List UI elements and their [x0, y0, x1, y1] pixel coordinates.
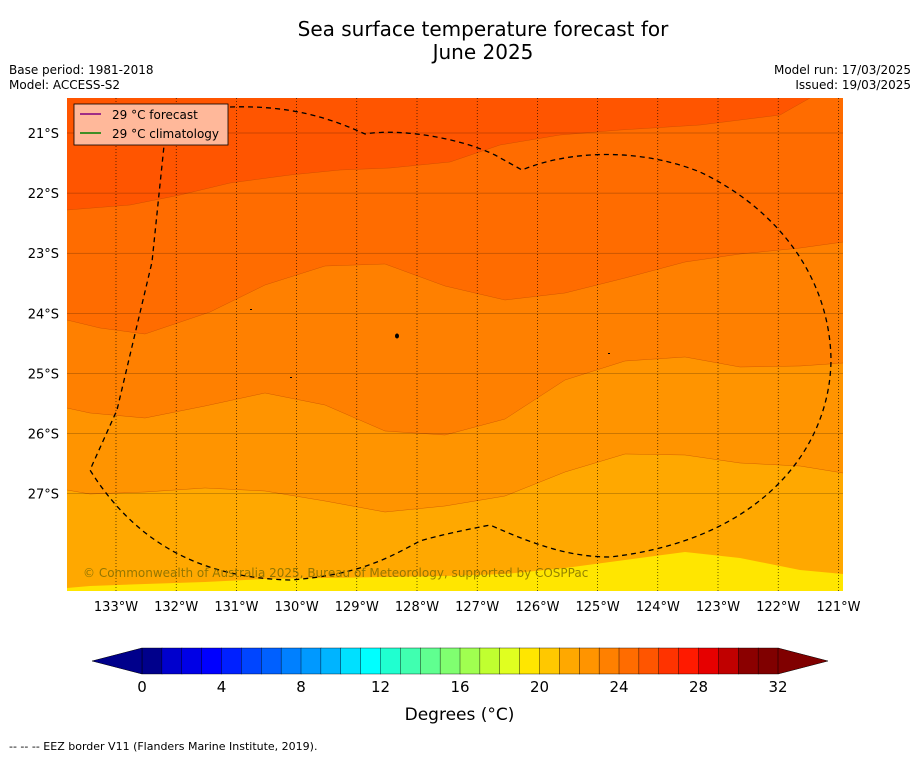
- longitude-label: 127°W: [455, 600, 499, 615]
- island-marker: [290, 377, 292, 378]
- colorbar-tick-label: 8: [296, 678, 306, 696]
- colorbar-cell: [280, 647, 302, 675]
- colorbar-cell: [618, 647, 640, 675]
- latitude-label: 23°S: [28, 247, 59, 262]
- colorbar-cells: [141, 647, 779, 675]
- legend-forecast-label: 29 °C forecast: [112, 108, 198, 122]
- colorbar-min-arrow: [91, 647, 143, 675]
- colorbar-cell: [221, 647, 242, 675]
- footnote: -- -- -- EEZ border V11 (Flanders Marine…: [9, 740, 318, 753]
- colorbar-tick-labels: 0 4 8 12 16 20 24 28 32: [137, 678, 787, 696]
- title-line-2: June 2025: [432, 40, 534, 64]
- colorbar-cell: [420, 647, 441, 675]
- longitude-label: 133°W: [94, 600, 138, 615]
- colorbar-cell: [598, 647, 620, 675]
- colorbar-cell: [181, 647, 203, 675]
- colorbar-cell: [499, 647, 521, 675]
- colorbar-cell: [400, 647, 421, 675]
- legend: 29 °C forecast 29 °C climatology: [73, 103, 229, 146]
- island-marker: [250, 309, 252, 310]
- legend-climatology-label: 29 °C climatology: [112, 127, 219, 141]
- colorbar-cell: [161, 647, 183, 675]
- colorbar-cell: [360, 647, 381, 675]
- latitude-labels: 21°S 22°S 23°S 24°S 25°S 26°S 27°S: [28, 127, 59, 503]
- colorbar-cell: [757, 647, 779, 675]
- colorbar-cell: [320, 647, 342, 675]
- colorbar-cell: [380, 647, 401, 675]
- colorbar-cell: [539, 647, 560, 675]
- colorbar-tick-label: 20: [530, 678, 549, 696]
- chart-title: Sea surface temperature forecast for Jun…: [0, 18, 919, 64]
- longitude-label: 130°W: [275, 600, 319, 615]
- colorbar-cell: [678, 647, 699, 675]
- copyright-text: © Commonwealth of Australia 2025, Bureau…: [83, 566, 588, 580]
- island-marker: [608, 353, 610, 354]
- longitude-label: 128°W: [395, 600, 439, 615]
- sst-band: [67, 454, 843, 591]
- latitude-label: 22°S: [28, 187, 59, 202]
- colorbar-cell: [698, 647, 719, 675]
- colorbar-cell: [439, 647, 461, 675]
- longitude-label: 124°W: [636, 600, 680, 615]
- colorbar-cell: [300, 647, 322, 675]
- longitude-label: 123°W: [696, 600, 740, 615]
- colorbar-cell: [519, 647, 540, 675]
- colorbar-max-arrow: [777, 647, 829, 675]
- longitude-label: 129°W: [335, 600, 379, 615]
- latitude-label: 24°S: [28, 307, 59, 322]
- longitude-label: 131°W: [214, 600, 258, 615]
- base-period: Base period: 1981-2018: [9, 63, 154, 77]
- islands: [250, 309, 610, 378]
- colorbar-cell: [141, 647, 163, 675]
- colorbar-tick-label: 16: [450, 678, 469, 696]
- issued-date: Issued: 19/03/2025: [795, 78, 911, 92]
- colorbar-cell: [638, 647, 660, 675]
- colorbar-cell: [738, 647, 759, 675]
- longitude-label: 125°W: [576, 600, 620, 615]
- colorbar-cell: [261, 647, 282, 675]
- longitude-label: 121°W: [816, 600, 860, 615]
- longitude-label: 132°W: [154, 600, 198, 615]
- latitude-label: 21°S: [28, 127, 59, 142]
- longitude-label: 126°W: [515, 600, 559, 615]
- colorbar-tick-label: 32: [768, 678, 787, 696]
- colorbar-cell: [201, 647, 222, 675]
- colorbar-cell: [559, 647, 580, 675]
- sst-band: [67, 552, 843, 591]
- model-name: Model: ACCESS-S2: [9, 78, 121, 92]
- colorbar-cell: [459, 647, 481, 675]
- sst-band: [67, 98, 843, 210]
- colorbar-cell: [718, 647, 739, 675]
- sst-field: © Commonwealth of Australia 2025, Bureau…: [67, 98, 843, 591]
- title-line-1: Sea surface temperature forecast for: [297, 17, 669, 41]
- colorbar-tick-label: 0: [137, 678, 147, 696]
- latitude-label: 27°S: [28, 488, 59, 503]
- colorbar-cell: [658, 647, 680, 675]
- island-marker: [395, 333, 399, 339]
- colorbar: 0 4 8 12 16 20 24 28 32: [91, 647, 829, 696]
- colorbar-label: Degrees (°C): [404, 705, 515, 725]
- colorbar-tick-label: 28: [689, 678, 708, 696]
- longitude-labels: 133°W 132°W 131°W 130°W 129°W 128°W 127°W 126°W…: [94, 600, 861, 615]
- colorbar-cell: [340, 647, 362, 675]
- legend-box: [73, 103, 229, 146]
- longitude-label: 122°W: [756, 600, 800, 615]
- colorbar-cell: [479, 647, 501, 675]
- meta-left: Base period: 1981-2018 Model: ACCESS-S2: [9, 63, 154, 93]
- colorbar-cell: [579, 647, 600, 675]
- meta-right: Model run: 17/03/2025 Issued: 19/03/2025: [774, 63, 911, 93]
- colorbar-tick-label: 12: [371, 678, 390, 696]
- gridlines: [67, 98, 843, 591]
- colorbar-tick-label: 4: [217, 678, 227, 696]
- latitude-label: 26°S: [28, 428, 59, 443]
- model-run: Model run: 17/03/2025: [773, 63, 911, 77]
- contour-lines: [67, 98, 843, 513]
- colorbar-cell: [241, 647, 262, 675]
- latitude-label: 25°S: [28, 367, 59, 382]
- colorbar-tick-label: 24: [609, 678, 628, 696]
